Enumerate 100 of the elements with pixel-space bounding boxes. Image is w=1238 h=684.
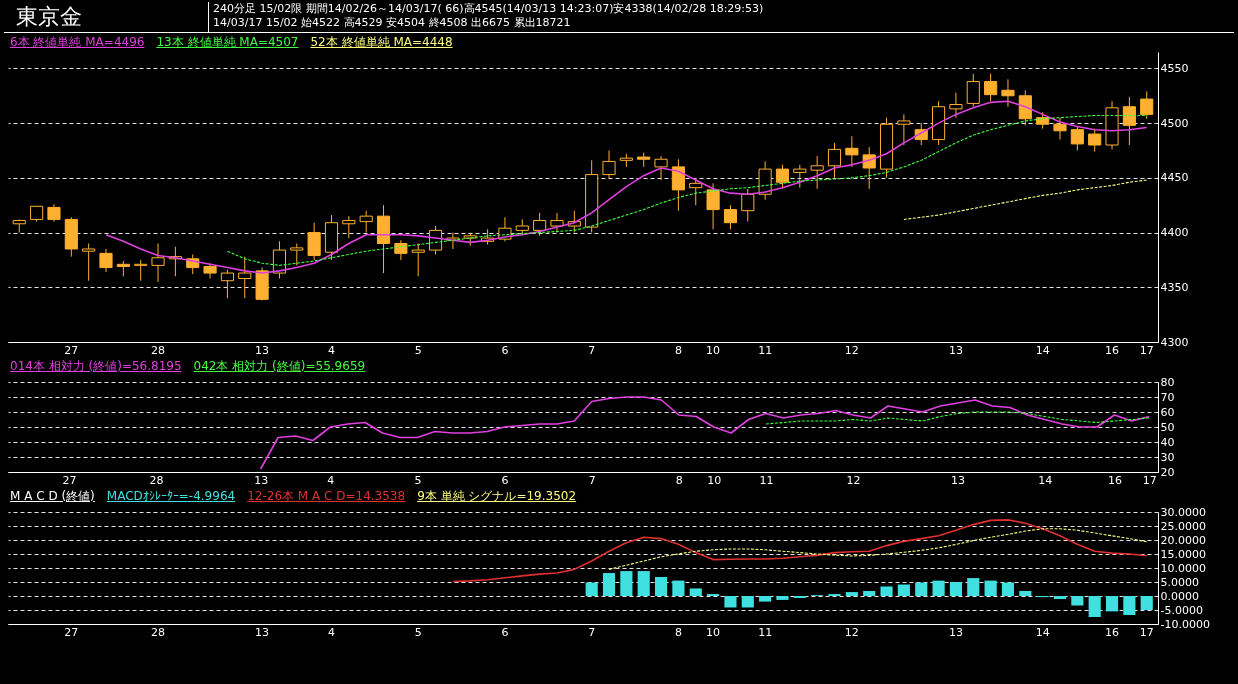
y-tick-label: 80 xyxy=(1160,375,1175,389)
x-tick-label: 6 xyxy=(501,343,509,357)
bar xyxy=(1053,596,1067,600)
bar xyxy=(1140,596,1153,610)
bar xyxy=(949,582,962,596)
candlestick xyxy=(151,243,165,283)
x-tick-label: 4 xyxy=(327,343,335,357)
candlestick xyxy=(99,248,113,273)
bar xyxy=(1088,596,1101,617)
x-tick-label: 14 xyxy=(1035,625,1050,639)
x-tick-label: 17 xyxy=(1139,625,1154,639)
line-series xyxy=(765,411,1150,425)
candlestick xyxy=(411,243,425,277)
x-tick-label: 10 xyxy=(706,343,721,357)
x-tick-label: 27 xyxy=(62,473,77,487)
bar xyxy=(1071,596,1084,606)
candlestick xyxy=(307,222,321,261)
candlestick xyxy=(272,240,287,280)
candlestick xyxy=(342,215,356,239)
candlestick xyxy=(897,113,911,146)
text: 14/03/17 15/02 始4522 高4529 安4504 終4508 出6675 累出18721 xyxy=(213,16,572,30)
text: 52本 終値単純 MA=4448 xyxy=(310,35,453,50)
bar xyxy=(689,588,702,596)
text: 6本 終値単純 MA=4496 xyxy=(10,35,145,50)
bar xyxy=(672,580,685,596)
y-tick-label: 50 xyxy=(1160,420,1175,434)
bar xyxy=(1001,582,1015,596)
bar xyxy=(637,571,650,596)
y-tick-label: 25.0000 xyxy=(1160,519,1206,533)
candlestick xyxy=(827,142,842,179)
x-tick-label: 10 xyxy=(706,625,721,639)
candlestick xyxy=(706,182,720,230)
x-tick-label: 27 xyxy=(64,625,79,639)
candlestick xyxy=(671,158,685,212)
bar xyxy=(585,582,598,596)
bar xyxy=(654,576,668,596)
chart-title: 東京金 xyxy=(4,2,209,32)
line-series xyxy=(259,396,1151,470)
y-tick-label: 40 xyxy=(1160,435,1175,449)
candlestick xyxy=(793,164,807,189)
x-tick-label: 5 xyxy=(414,343,422,357)
y-tick-label: 30.0000 xyxy=(1160,505,1206,519)
x-tick-label: 5 xyxy=(414,625,422,639)
bar xyxy=(863,590,876,596)
candlestick xyxy=(1140,90,1154,120)
bar xyxy=(1123,596,1136,616)
text: 014本 相対力 (終値)=56.8195 xyxy=(10,359,182,374)
y-tick-label: 30 xyxy=(1160,450,1175,464)
bar xyxy=(776,596,789,600)
bar xyxy=(932,580,945,596)
candlestick xyxy=(533,212,547,237)
y-tick-label: 15.0000 xyxy=(1160,547,1206,561)
text: 13本 終値単純 MA=4507 xyxy=(156,35,299,50)
bar xyxy=(741,596,754,608)
chart-subtitle: 240分足 15/02限 期間14/02/26～14/03/17( 66)高4545(14/03/13 14:23:07)安4338(14/02/28 18:29:53) xyxy=(213,2,764,16)
x-tick-label: 13 xyxy=(255,625,270,639)
x-tick-label: 16 xyxy=(1107,473,1122,487)
x-tick-label: 16 xyxy=(1105,625,1120,639)
y-tick-label: 4300 xyxy=(1160,335,1189,349)
bar xyxy=(967,578,980,596)
bar xyxy=(897,584,910,596)
candlestick xyxy=(238,256,252,299)
x-tick-label: 13 xyxy=(254,473,269,487)
candlestick xyxy=(290,243,304,266)
x-tick-label: 7 xyxy=(588,473,596,487)
candlestick xyxy=(966,73,980,108)
line-series xyxy=(903,179,1148,220)
bar xyxy=(620,571,633,596)
x-tick-label: 11 xyxy=(759,473,774,487)
candlestick xyxy=(602,149,616,179)
bar xyxy=(880,586,893,596)
candlestick xyxy=(1001,78,1015,108)
x-tick-label: 6 xyxy=(501,473,509,487)
y-tick-label: 60 xyxy=(1160,405,1175,419)
candlestick xyxy=(394,239,408,261)
x-tick-label: 14 xyxy=(1038,473,1053,487)
bar xyxy=(1105,596,1119,612)
chart-title: M A C D (終値) xyxy=(10,489,95,504)
candlestick xyxy=(1018,89,1032,126)
x-tick-label: 13 xyxy=(255,343,270,357)
text: MACDｵｼﾚｰﾀｰ=-4.9964 xyxy=(106,489,236,504)
line-series xyxy=(452,519,1148,583)
x-tick-label: 5 xyxy=(414,473,422,487)
bar xyxy=(915,582,928,596)
y-tick-label: 20.0000 xyxy=(1160,533,1206,547)
candlestick xyxy=(984,73,998,102)
x-tick-label: 8 xyxy=(674,625,682,639)
y-tick-label: 4400 xyxy=(1160,226,1189,240)
candlestick xyxy=(1088,128,1102,153)
y-tick-label: 70 xyxy=(1160,390,1175,404)
text: 12-26本 M A C D=14.3538 xyxy=(247,489,406,504)
candlestick xyxy=(220,269,234,299)
y-tick-label: 4450 xyxy=(1160,171,1189,185)
x-tick-label: 12 xyxy=(844,625,859,639)
candlestick xyxy=(810,155,824,190)
x-tick-label: 13 xyxy=(948,625,963,639)
candlestick xyxy=(723,204,738,230)
candlestick xyxy=(654,155,668,181)
candlestick xyxy=(359,210,373,234)
y-tick-label: -10.0000 xyxy=(1160,617,1210,631)
